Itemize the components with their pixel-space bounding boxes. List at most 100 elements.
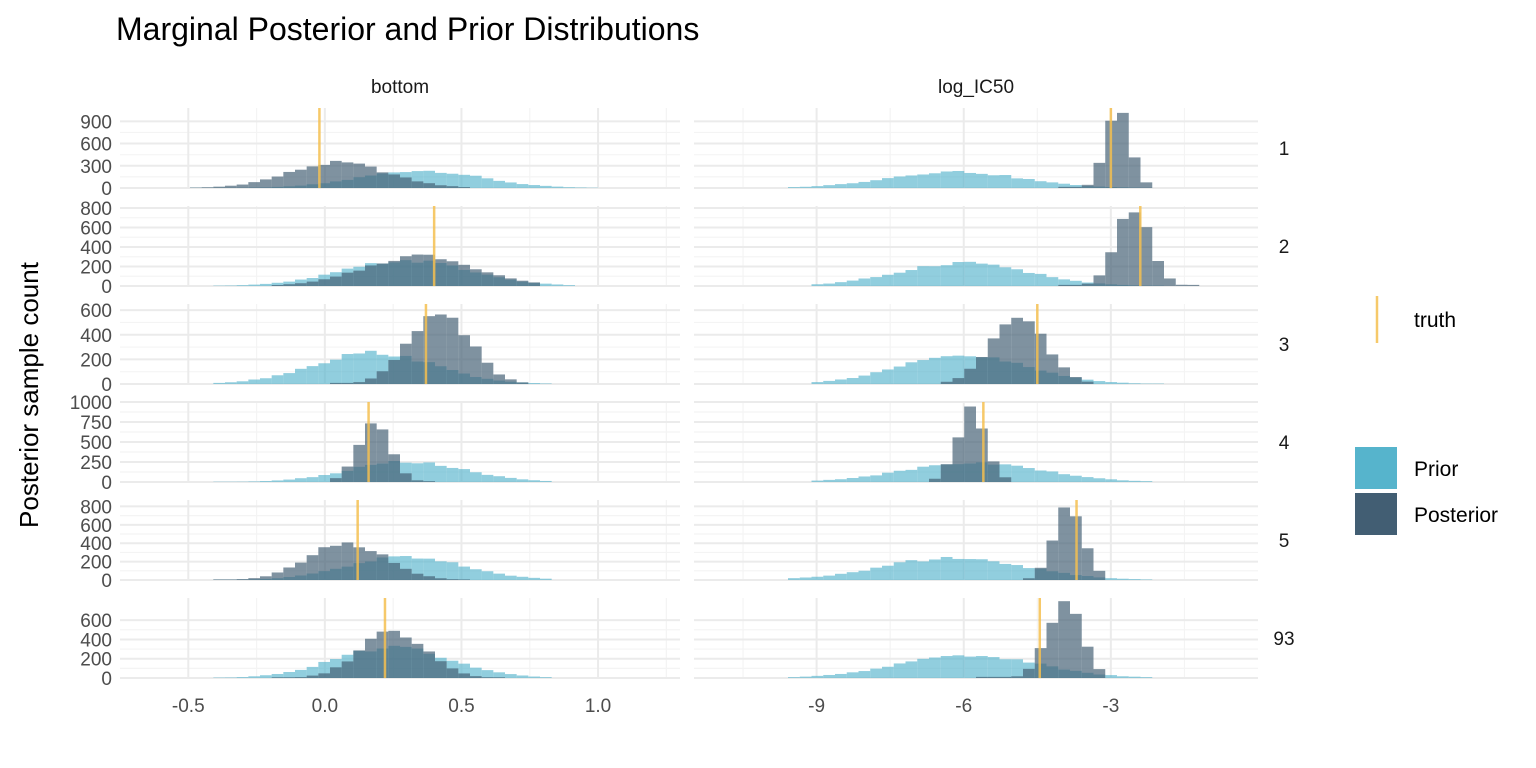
x-tick-label: 1.0 (585, 696, 611, 717)
prior-bar (470, 667, 482, 678)
posterior-bar (1034, 567, 1047, 580)
y-tick-label: 0 (101, 473, 112, 494)
posterior-bar (505, 278, 517, 286)
posterior-bar (353, 382, 365, 384)
legend-truth-label: truth (1414, 309, 1456, 332)
prior-bar (1105, 578, 1117, 580)
prior-bar (225, 382, 237, 384)
posterior-bar (435, 578, 447, 580)
panel-3-log_IC50 (694, 304, 1258, 385)
posterior-bar (388, 562, 400, 580)
posterior-bar (330, 160, 342, 188)
posterior-bar (423, 651, 435, 678)
panel-5-log_IC50 (694, 500, 1258, 581)
prior-bar (400, 462, 412, 482)
posterior-bar (493, 374, 505, 384)
prior-bar (435, 465, 447, 482)
prior-bar (1046, 471, 1059, 482)
prior-bar (1128, 676, 1141, 678)
posterior-bar (213, 186, 225, 188)
prior-bar (811, 576, 824, 580)
posterior-bar (1058, 507, 1070, 580)
prior-bar (940, 265, 953, 286)
prior-bar (283, 281, 295, 286)
prior-bar (835, 184, 847, 188)
panel-2-bottom (120, 206, 680, 287)
posterior-bar (435, 314, 447, 384)
prior-bar (551, 284, 564, 286)
posterior-bar (999, 324, 1012, 384)
column-strips: bottom log_IC50 (371, 77, 1014, 98)
posterior-bar (516, 382, 529, 384)
posterior-bar (1081, 283, 1094, 286)
row-strip-1: 1 (1279, 139, 1290, 160)
prior-bar (260, 675, 272, 678)
prior-bar (481, 178, 494, 188)
prior-bar (376, 354, 389, 384)
posterior-bar (271, 572, 284, 580)
posterior-bar (470, 346, 482, 384)
posterior-bar (940, 381, 953, 384)
panel-4-log_IC50 (694, 401, 1258, 483)
prior-bar (999, 175, 1012, 188)
posterior-bar (435, 259, 447, 286)
row-strips: 1 2 3 4 5 93 (1273, 139, 1294, 650)
prior-histogram (788, 170, 1153, 188)
posterior-bar (1058, 284, 1070, 286)
panel-1-log_IC50 (694, 108, 1258, 189)
prior-bar (516, 479, 529, 482)
prior-bar (858, 181, 871, 188)
posterior-bar (365, 551, 377, 580)
y-tick-label: 0 (101, 571, 112, 592)
prior-bar (811, 480, 824, 482)
prior-bar (823, 479, 835, 482)
prior-bar (799, 676, 812, 678)
prior-bar (458, 469, 470, 482)
posterior-bar (1164, 278, 1176, 286)
posterior-bar (446, 317, 459, 384)
y-tick-label: 300 (80, 157, 112, 178)
prior-bar (1105, 675, 1117, 678)
posterior-bar (365, 638, 377, 678)
prior-bar (799, 186, 812, 188)
prior-bar (846, 672, 859, 678)
y-tick-label: 1000 (70, 393, 112, 414)
prior-bar (1128, 383, 1141, 384)
prior-bar (318, 475, 330, 482)
prior-bar (882, 178, 894, 188)
prior-bar (846, 477, 859, 482)
prior-bar (271, 282, 284, 286)
posterior-bar (318, 547, 330, 580)
posterior-bar (260, 179, 272, 188)
prior-histogram (788, 655, 1153, 678)
prior-bar (999, 659, 1012, 678)
posterior-bar (400, 256, 412, 286)
posterior-histogram (271, 254, 540, 286)
posterior-histogram (330, 423, 435, 482)
prior-bar (987, 657, 1000, 678)
prior-bar (976, 263, 988, 286)
prior-bar (1011, 178, 1023, 188)
prior-bar (493, 476, 505, 482)
x-tick-label: -6 (955, 696, 972, 717)
posterior-bar (353, 547, 365, 580)
posterior-bar (306, 166, 319, 188)
posterior-bar (411, 331, 424, 384)
prior-bar (1058, 474, 1070, 482)
prior-bar (846, 378, 859, 384)
posterior-bar (1070, 377, 1082, 384)
posterior-bar (1081, 548, 1094, 580)
prior-bar (1093, 478, 1106, 482)
posterior-bar (306, 675, 319, 678)
posterior-bar (318, 164, 330, 188)
row-strip-5: 5 (1279, 531, 1290, 552)
prior-bar (1023, 272, 1035, 286)
prior-bar (1093, 381, 1106, 384)
prior-bar (1128, 480, 1141, 482)
posterior-bar (1093, 669, 1106, 678)
posterior-bar (1081, 646, 1094, 678)
posterior-bar (940, 464, 953, 482)
posterior-bar (516, 280, 529, 286)
prior-bar (893, 366, 906, 384)
prior-bar (353, 353, 365, 384)
